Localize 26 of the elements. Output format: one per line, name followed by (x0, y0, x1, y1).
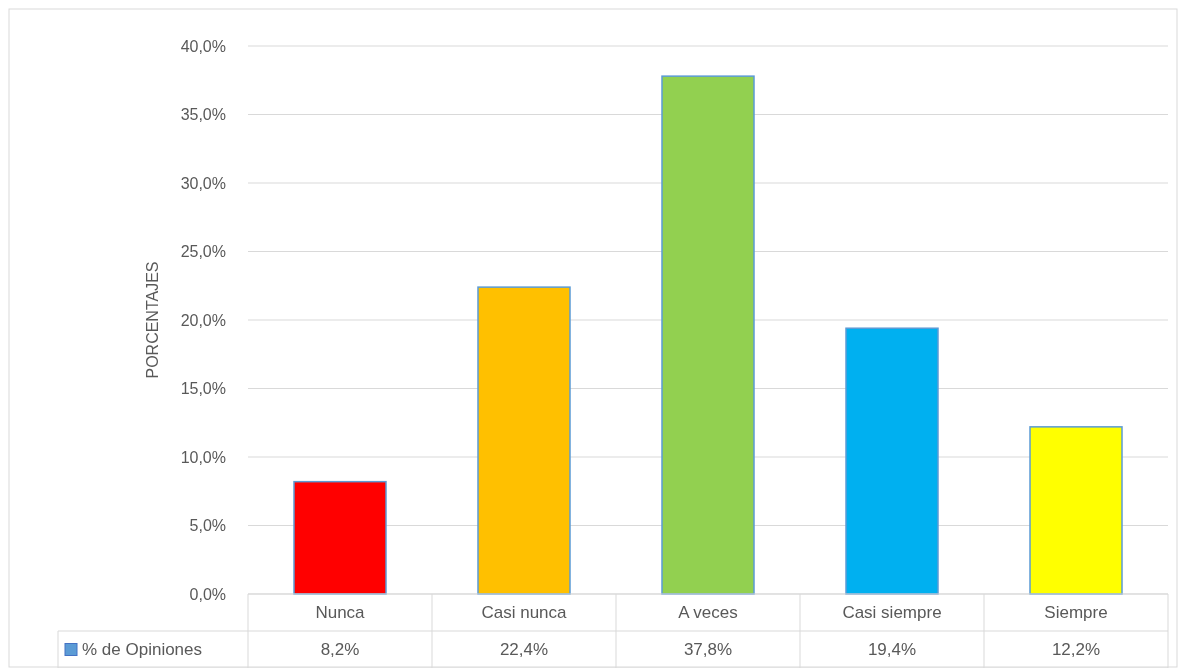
data-label: 8,2% (320, 640, 360, 660)
data-label: 19,4% (867, 640, 917, 660)
bar (293, 480, 387, 595)
data-label: 12,2% (1051, 640, 1101, 660)
bar (477, 286, 571, 595)
bar (661, 75, 755, 595)
x-tick-label: Casi nunca (481, 603, 568, 623)
bar (845, 327, 939, 595)
y-tick-label: 30,0% (180, 174, 226, 192)
x-tick-label: Siempre (1044, 603, 1108, 623)
y-tick-label: 0,0% (189, 585, 226, 603)
y-tick-label: 5,0% (189, 517, 226, 535)
text: % de Opiniones (82, 640, 203, 660)
y-tick-label: 35,0% (180, 106, 226, 124)
y-tick-label: 20,0% (180, 311, 226, 329)
y-axis-title: PORCENTAJES (144, 261, 161, 379)
y-tick-label: 15,0% (180, 380, 226, 398)
x-tick-label: A veces (678, 603, 738, 623)
data-label: 22,4% (499, 640, 549, 660)
data-label: 37,8% (683, 640, 733, 660)
y-tick-label: 40,0% (180, 37, 226, 55)
x-tick-label: Nunca (315, 603, 366, 623)
bar (1029, 426, 1123, 595)
y-tick-label: 10,0% (180, 448, 226, 466)
y-tick-label: 25,0% (180, 243, 226, 261)
x-tick-label: Casi siempre (842, 603, 942, 623)
